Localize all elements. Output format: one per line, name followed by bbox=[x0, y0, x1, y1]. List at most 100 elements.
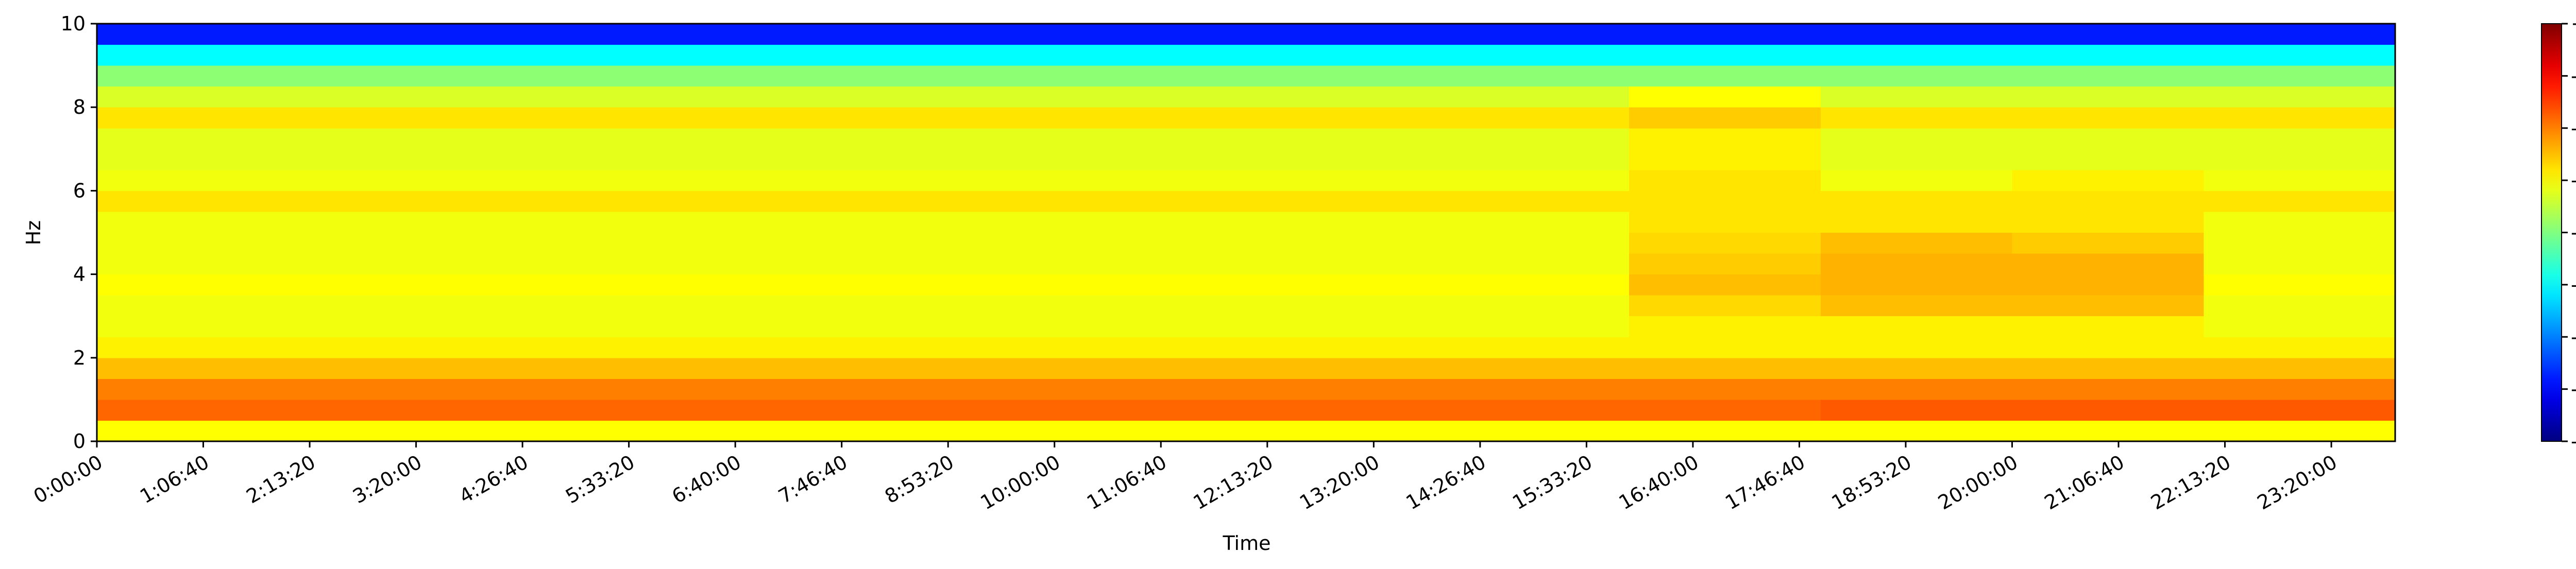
spectrogram-cell bbox=[2012, 65, 2204, 87]
colorbar-tick-label: -80 dB bbox=[2571, 430, 2576, 453]
spectrogram-cell bbox=[671, 420, 863, 442]
spectrogram-cell bbox=[1246, 295, 1438, 317]
colorbar-tick-label: -30 dB bbox=[2571, 169, 2576, 192]
spectrogram-cell bbox=[1629, 128, 1821, 149]
spectrogram-cell bbox=[1820, 191, 2012, 212]
colorbar-tick-label: -70 dB bbox=[2571, 378, 2576, 401]
spectrogram-cell bbox=[1437, 337, 1630, 358]
x-tick-label: 18:53:20 bbox=[1828, 451, 1916, 514]
spectrogram-cell bbox=[2204, 357, 2396, 379]
spectrogram-cell bbox=[1629, 274, 1821, 296]
x-tick-label: 20:00:00 bbox=[1934, 451, 2022, 514]
spectrogram-cell bbox=[1246, 232, 1438, 254]
spectrogram-cell bbox=[1437, 169, 1630, 191]
spectrogram-cell bbox=[2204, 232, 2396, 254]
spectrogram-cell bbox=[480, 378, 672, 400]
spectrogram-cell bbox=[1437, 295, 1630, 317]
spectrogram-cell bbox=[1820, 149, 2012, 170]
spectrogram-cell bbox=[1246, 86, 1438, 108]
spectrogram-cell bbox=[480, 44, 672, 66]
spectrogram-cell bbox=[288, 149, 480, 170]
spectrogram-cell bbox=[1246, 65, 1438, 87]
spectrogram-cell bbox=[1820, 295, 2012, 317]
spectrogram-cell bbox=[480, 169, 672, 191]
spectrogram-cell bbox=[2012, 399, 2204, 421]
spectrogram-cell bbox=[480, 295, 672, 317]
spectrogram-cell bbox=[1437, 107, 1630, 129]
x-tick-label: 2:13:20 bbox=[243, 451, 319, 508]
spectrogram-cell bbox=[1629, 44, 1821, 66]
spectrogram-cell bbox=[480, 65, 672, 87]
spectrogram-cell bbox=[863, 149, 1055, 170]
spectrogram-cell bbox=[97, 211, 289, 233]
spectrogram-cell bbox=[671, 191, 863, 212]
spectrogram-cell bbox=[1054, 24, 1246, 45]
spectrogram-cell bbox=[2204, 24, 2396, 45]
spectrogram-cell bbox=[2204, 44, 2396, 66]
spectrogram-cell bbox=[863, 169, 1055, 191]
spectrogram-cell bbox=[480, 107, 672, 129]
spectrogram-cell bbox=[2012, 420, 2204, 442]
spectrogram-cell bbox=[1820, 316, 2012, 337]
spectrogram-cell bbox=[480, 211, 672, 233]
colorbar-tick-label: -10 dB bbox=[2571, 64, 2576, 87]
spectrogram-cell bbox=[1629, 149, 1821, 170]
spectrogram-cell bbox=[1246, 107, 1438, 129]
x-tick-label: 15:33:20 bbox=[1509, 451, 1596, 514]
spectrogram-cell bbox=[2012, 378, 2204, 400]
spectrogram-cell bbox=[97, 378, 289, 400]
spectrogram-cell bbox=[2204, 399, 2396, 421]
spectrogram-cell bbox=[1629, 107, 1821, 129]
spectrogram-cell bbox=[1437, 378, 1630, 400]
spectrogram-cell bbox=[1820, 65, 2012, 87]
spectrogram-cell bbox=[671, 169, 863, 191]
spectrogram-cell bbox=[288, 253, 480, 275]
spectrogram-cell bbox=[1246, 420, 1438, 442]
spectrogram-cell bbox=[1246, 316, 1438, 337]
spectrogram-cell bbox=[480, 86, 672, 108]
spectrogram-cell bbox=[2204, 378, 2396, 400]
spectrogram-cell bbox=[97, 191, 289, 212]
spectrogram-cell bbox=[863, 274, 1055, 296]
spectrogram-cell bbox=[288, 24, 480, 45]
spectrogram-cell bbox=[1437, 399, 1630, 421]
spectrogram-cell bbox=[2012, 169, 2204, 191]
spectrogram-cell bbox=[2204, 65, 2396, 87]
spectrogram-cell bbox=[671, 24, 863, 45]
spectrogram-cell bbox=[863, 65, 1055, 87]
spectrogram-cell bbox=[1054, 399, 1246, 421]
spectrogram-cell bbox=[288, 295, 480, 317]
spectrogram-cell bbox=[288, 274, 480, 296]
y-axis-label: Hz bbox=[22, 220, 45, 246]
spectrogram-cell bbox=[288, 128, 480, 149]
spectrogram-cell bbox=[288, 86, 480, 108]
spectrogram-cell bbox=[1246, 253, 1438, 275]
x-tick-label: 12:13:20 bbox=[1189, 451, 1277, 514]
spectrogram-cell bbox=[1054, 378, 1246, 400]
spectrogram-cell bbox=[97, 128, 289, 149]
spectrogram-cell bbox=[97, 337, 289, 358]
spectrogram-cell bbox=[1437, 274, 1630, 296]
x-tick-label: 22:13:20 bbox=[2147, 451, 2234, 514]
spectrogram-cell bbox=[97, 274, 289, 296]
colorbar-tick-label: +0 dB bbox=[2571, 12, 2576, 35]
spectrogram-cell bbox=[2204, 86, 2396, 108]
spectrogram-cell bbox=[863, 191, 1055, 212]
y-tick-label: 8 bbox=[73, 96, 86, 118]
spectrogram-cell bbox=[1437, 86, 1630, 108]
spectrogram-cell bbox=[1437, 420, 1630, 442]
spectrogram-cell bbox=[2204, 274, 2396, 296]
y-tick-label: 6 bbox=[73, 179, 86, 202]
spectrogram-cell bbox=[1820, 253, 2012, 275]
x-tick-label: 3:20:00 bbox=[349, 451, 426, 508]
x-tick-label: 23:20:00 bbox=[2253, 451, 2341, 514]
spectrogram-cell bbox=[480, 399, 672, 421]
spectrogram-cell bbox=[288, 211, 480, 233]
spectrogram-cell bbox=[1629, 253, 1821, 275]
spectrogram-cell bbox=[1437, 253, 1630, 275]
spectrogram-cell bbox=[863, 232, 1055, 254]
spectrogram-cell bbox=[480, 253, 672, 275]
spectrogram-cell bbox=[1820, 232, 2012, 254]
spectrogram-cell bbox=[1629, 232, 1821, 254]
spectrogram-cell bbox=[1629, 357, 1821, 379]
